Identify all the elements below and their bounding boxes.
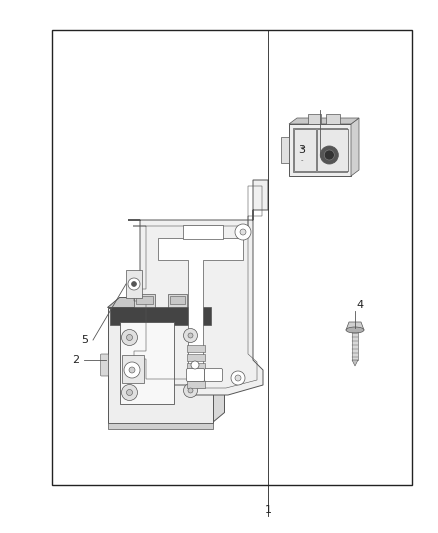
Text: +: + <box>299 145 305 151</box>
Circle shape <box>121 384 138 400</box>
Bar <box>317 129 348 171</box>
FancyBboxPatch shape <box>187 368 205 382</box>
Bar <box>187 345 205 352</box>
Bar <box>294 129 316 171</box>
Bar <box>289 124 351 176</box>
Polygon shape <box>212 297 225 423</box>
Text: 5: 5 <box>81 335 88 345</box>
Bar <box>187 372 205 379</box>
Text: 2: 2 <box>72 355 80 365</box>
Polygon shape <box>351 118 359 176</box>
Bar <box>170 295 185 303</box>
Bar <box>352 330 358 360</box>
Text: 4: 4 <box>357 300 364 310</box>
Ellipse shape <box>346 327 364 333</box>
Bar <box>122 355 144 383</box>
Bar <box>107 308 212 423</box>
Circle shape <box>129 367 135 373</box>
Circle shape <box>132 282 136 286</box>
Bar <box>187 354 205 361</box>
Bar <box>107 423 212 429</box>
Polygon shape <box>352 360 358 366</box>
Circle shape <box>188 333 193 338</box>
Circle shape <box>240 229 246 235</box>
Polygon shape <box>289 118 359 124</box>
Text: 1: 1 <box>265 505 272 515</box>
Bar <box>120 321 174 405</box>
FancyBboxPatch shape <box>100 354 109 376</box>
Circle shape <box>320 146 338 164</box>
Bar <box>110 306 211 325</box>
Circle shape <box>231 371 245 385</box>
Circle shape <box>124 362 140 378</box>
Polygon shape <box>158 238 243 365</box>
Bar <box>52 30 412 485</box>
Bar <box>281 137 289 163</box>
Bar <box>187 363 205 370</box>
Circle shape <box>184 384 198 398</box>
Circle shape <box>128 278 140 290</box>
Bar <box>168 294 187 308</box>
Circle shape <box>184 328 198 343</box>
Circle shape <box>127 335 133 341</box>
Circle shape <box>188 388 193 393</box>
Bar <box>307 114 321 124</box>
Circle shape <box>235 375 241 381</box>
FancyBboxPatch shape <box>205 368 223 382</box>
Circle shape <box>191 361 199 369</box>
Circle shape <box>235 224 251 240</box>
Circle shape <box>127 390 133 395</box>
Text: 3: 3 <box>299 145 305 155</box>
Circle shape <box>324 150 334 160</box>
Text: -: - <box>301 157 303 163</box>
Bar <box>136 295 153 303</box>
Circle shape <box>121 329 138 345</box>
Circle shape <box>131 281 137 287</box>
Bar <box>293 128 347 172</box>
Bar <box>134 294 155 308</box>
Polygon shape <box>107 297 225 308</box>
Bar <box>326 114 340 124</box>
Polygon shape <box>346 322 364 330</box>
Bar <box>126 270 142 298</box>
Polygon shape <box>128 180 268 395</box>
Bar <box>187 381 205 388</box>
Bar <box>183 225 223 239</box>
